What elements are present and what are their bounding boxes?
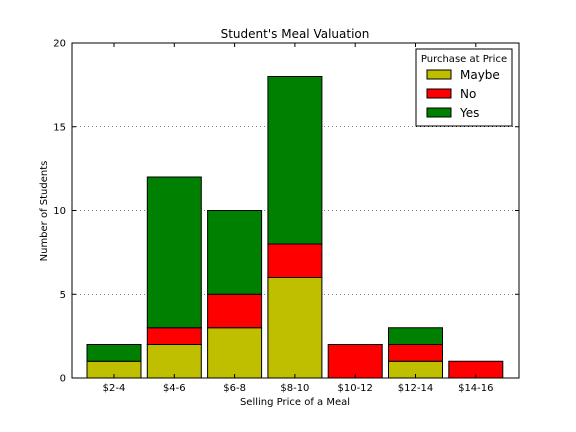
legend-swatch-maybe xyxy=(426,69,452,80)
x-axis-label: Selling Price of a Meal xyxy=(240,397,350,408)
y-tick-label: 0 xyxy=(60,374,66,385)
chart-title: Student's Meal Valuation xyxy=(221,27,370,41)
bar-maybe-2 xyxy=(146,344,202,379)
bar-yes-4 xyxy=(267,76,323,245)
legend-label-no: No xyxy=(460,87,476,101)
x-tick-label: $10-12 xyxy=(337,383,372,394)
bar-no-3 xyxy=(207,293,263,329)
x-tick-label: $8-10 xyxy=(280,383,309,394)
bar-yes-1 xyxy=(86,344,142,362)
legend-swatch-no xyxy=(426,88,452,99)
legend-title: Purchase at Price xyxy=(421,54,507,65)
gridlines xyxy=(72,126,519,295)
legend-label-maybe: Maybe xyxy=(460,68,500,82)
bar-maybe-3 xyxy=(207,327,263,379)
x-tick-label: $2-4 xyxy=(103,383,126,394)
x-tick-label: $4-6 xyxy=(163,383,186,394)
y-tick-label: 10 xyxy=(53,206,66,217)
legend-label-yes: Yes xyxy=(459,106,479,120)
bar-yes-6 xyxy=(388,327,443,345)
bar-no-4 xyxy=(267,243,323,278)
x-tick-label: $6-8 xyxy=(223,383,246,394)
axis-ticks: 0 5 10 15 20 $2-4 $4-6 $6-8 $8-10 $10-12 $12-14 $14… xyxy=(53,39,519,394)
y-tick-label: 20 xyxy=(53,39,66,50)
y-tick-label: 15 xyxy=(53,122,66,133)
y-axis-label: Number of Students xyxy=(39,161,50,262)
bar-no-5 xyxy=(327,344,383,379)
bar-no-6 xyxy=(388,344,443,362)
x-tick-label: $12-14 xyxy=(398,383,433,394)
bar-no-2 xyxy=(146,327,202,345)
bar-yes-3 xyxy=(207,210,263,295)
y-tick-label: 5 xyxy=(60,290,66,301)
bar-yes-2 xyxy=(146,176,202,329)
x-tick-label: $14-16 xyxy=(458,383,493,394)
bar-maybe-4 xyxy=(267,277,323,379)
legend: Purchase at Price Maybe No Yes xyxy=(415,48,513,127)
legend-swatch-yes xyxy=(426,107,452,118)
